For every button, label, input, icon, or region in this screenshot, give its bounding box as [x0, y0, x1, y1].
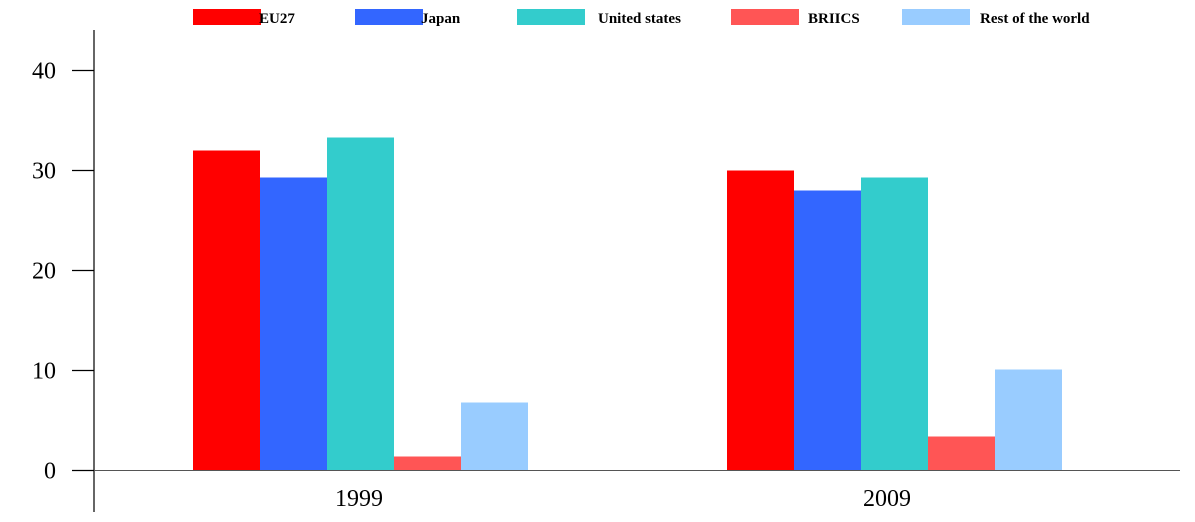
legend-item-japan: Japan	[355, 9, 461, 27]
y-tick-label: 30	[32, 159, 56, 185]
x-category-label: 2009	[863, 486, 911, 512]
bar-briics-1999	[394, 456, 461, 471]
y-tick-label: 40	[32, 59, 56, 85]
legend-swatch	[193, 9, 261, 25]
legend-item-united-states: United states	[517, 9, 681, 27]
bar-rest-of-the-world-1999	[461, 402, 528, 471]
legend-label: EU27	[259, 11, 295, 27]
legend-item-briics: BRIICS	[731, 9, 860, 27]
bar-eu27-2009	[727, 170, 794, 471]
legend-label: United states	[598, 11, 681, 27]
x-category-label: 1999	[335, 486, 383, 512]
legend-label: Rest of the world	[980, 11, 1090, 27]
y-tick-label: 10	[32, 359, 56, 385]
chart-legend: EU27 Japan United states BRIICS Rest of the …	[193, 9, 1090, 27]
bar-japan-2009	[794, 190, 861, 471]
bar-briics-2009	[928, 436, 995, 471]
x-axis: 1999 2009	[94, 470, 1180, 512]
legend-label: Japan	[421, 11, 461, 27]
legend-swatch	[731, 9, 799, 25]
legend-item-eu27: EU27	[193, 9, 295, 27]
y-axis: 0 10 20 30 40	[32, 30, 95, 512]
bar-series-group	[193, 137, 1062, 471]
bar-japan-1999	[260, 177, 327, 471]
bar-united-states-2009	[861, 177, 928, 471]
bar-united-states-1999	[327, 137, 394, 471]
legend-swatch	[902, 9, 970, 25]
legend-swatch	[355, 9, 423, 25]
y-tick-label: 20	[32, 259, 56, 285]
legend-label: BRIICS	[808, 11, 860, 27]
y-tick-label: 0	[44, 459, 56, 485]
bar-eu27-1999	[193, 150, 260, 471]
legend-swatch	[517, 9, 585, 25]
legend-item-rest-of-the-world: Rest of the world	[902, 9, 1090, 27]
bar-rest-of-the-world-2009	[995, 369, 1062, 471]
